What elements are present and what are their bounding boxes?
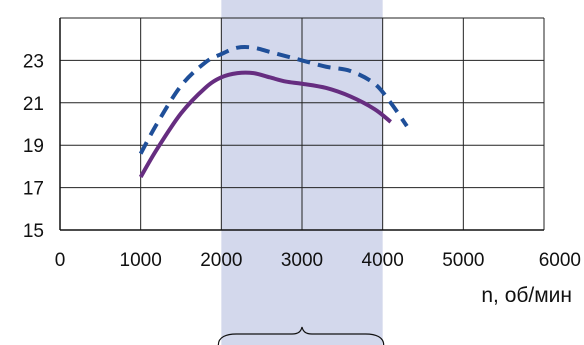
x-tick-label: 0: [55, 250, 66, 271]
x-axis-label: n, об/мин: [481, 284, 572, 307]
x-tick-label: 5000: [442, 250, 484, 271]
x-tick-label: 6000: [539, 250, 581, 271]
y-tick-label: 23: [23, 51, 44, 72]
y-tick-label: 19: [23, 136, 44, 157]
series-line-dashed: [138, 45, 409, 155]
x-tick-label: 1000: [120, 250, 162, 271]
y-tick-label: 21: [23, 94, 44, 115]
range-brace: [217, 326, 385, 345]
y-tick-label: 15: [23, 221, 44, 242]
x-tick-label: 2000: [200, 250, 242, 271]
series-line-solid: [138, 70, 392, 179]
x-tick-label: 3000: [281, 250, 323, 271]
x-tick-label: 4000: [362, 250, 404, 271]
y-tick-label: 17: [23, 179, 44, 200]
